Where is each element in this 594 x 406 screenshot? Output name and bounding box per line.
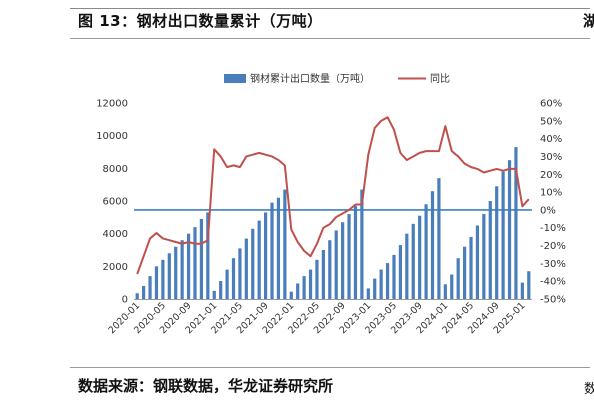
bar [231,258,236,299]
bar [475,225,480,299]
header-rule [70,8,590,9]
bar [443,284,447,299]
bar [167,253,171,299]
bar [405,233,409,299]
y2-tick-label: 20% [540,170,562,181]
bar [186,233,191,299]
bar [180,240,184,299]
bar [411,223,415,299]
bar [373,278,377,299]
bar [321,250,325,299]
bar [225,269,229,299]
bar [193,227,197,299]
bar [154,266,159,299]
bar-series [135,147,531,299]
bar [341,222,345,299]
bar [379,269,383,299]
bar [219,281,223,299]
bar [148,276,152,299]
y2-tick-label: 10% [540,188,562,199]
y-tick-label: 12000 [96,99,128,110]
bar [418,215,422,299]
y2-tick-label: 30% [540,152,562,163]
y2-tick-label: 60% [540,99,562,110]
edge-glyph-top: 湖 [583,12,594,30]
bar [283,189,287,299]
bar [430,191,435,299]
y2-tick-label: -40% [540,277,566,288]
y-tick-label: 2000 [103,262,128,273]
y2-tick-label: 40% [540,134,562,145]
y2-tick-label: -50% [540,295,566,306]
y-tick-label: 10000 [96,131,128,142]
bar [257,220,261,299]
bar [424,204,428,299]
figure-frame-top [70,38,590,39]
bar [482,214,486,299]
bar [251,228,255,299]
y2-tick-label: -20% [540,241,566,252]
bar [296,283,300,299]
bar [135,293,139,299]
y-tick-label: 0 [122,295,128,306]
figure-title: 图 13：钢材出口数量累计（万吨） [78,12,323,30]
bar [238,248,242,299]
bar [199,218,204,299]
figure-frame-bottom [70,367,590,368]
bar [328,240,332,299]
y-tick-label: 8000 [103,164,128,175]
bar [315,259,319,299]
bar [270,202,274,299]
bar [206,212,210,299]
bar [469,236,473,299]
bar [507,160,512,299]
legend-bar-swatch [224,74,246,83]
bar [520,282,524,299]
bar [527,271,531,299]
y2-tick-label: -30% [540,259,566,270]
bar [495,186,499,299]
bar [392,254,396,299]
chart-legend: 钢材累计出口数量（万吨） 同比 [224,72,450,85]
bar [514,147,518,299]
edge-glyph-bottom: 数 [584,382,594,397]
bar [302,276,306,299]
bar [456,258,460,299]
y-tick-label: 4000 [103,229,128,240]
bar [347,214,351,299]
legend-line-label: 同比 [430,73,450,85]
legend-bar-label: 钢材累计出口数量（万吨） [250,72,370,85]
bar [360,189,364,299]
bar [398,245,403,299]
y-tick-label: 6000 [103,197,128,208]
bar [263,212,268,299]
bar [142,285,146,299]
bar [385,263,390,299]
bar [462,246,467,299]
bar [488,201,492,299]
bar [366,288,370,299]
y2-tick-label: 50% [540,116,562,127]
bar [353,205,358,299]
bar [212,290,216,299]
bar [450,274,454,299]
yoy-line-series [136,116,530,275]
yoy-line [136,116,530,275]
bar [289,291,293,299]
bar [308,269,313,299]
y2-tick-label: 0% [540,205,556,216]
bar [244,238,248,299]
y2-tick-label: -10% [540,223,566,234]
source-note: 数据来源：钢联数据，华龙证券研究所 [78,377,334,395]
bar [437,178,441,299]
bar [174,246,178,299]
bar [161,259,165,299]
bar [501,171,505,299]
bar [334,230,338,299]
bar [276,197,281,299]
